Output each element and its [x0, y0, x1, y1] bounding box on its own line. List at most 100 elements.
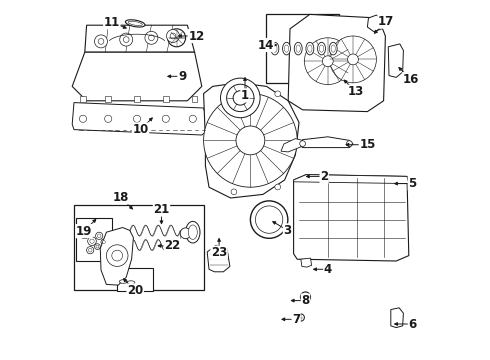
Bar — [266, 14, 339, 83]
Bar — [105, 96, 111, 102]
Circle shape — [231, 189, 237, 195]
Circle shape — [90, 239, 94, 243]
Circle shape — [170, 33, 176, 39]
Bar — [76, 218, 112, 261]
Circle shape — [300, 141, 305, 147]
Circle shape — [145, 31, 158, 44]
Text: 7: 7 — [292, 313, 300, 326]
Text: 8: 8 — [301, 294, 310, 307]
Circle shape — [304, 38, 351, 85]
Polygon shape — [299, 137, 353, 148]
Ellipse shape — [125, 20, 145, 27]
Text: 5: 5 — [408, 177, 416, 190]
Ellipse shape — [128, 21, 142, 26]
Polygon shape — [368, 15, 383, 32]
Circle shape — [101, 239, 107, 245]
Polygon shape — [301, 258, 312, 267]
Circle shape — [96, 245, 99, 248]
Text: 20: 20 — [127, 284, 144, 297]
Ellipse shape — [329, 42, 337, 55]
Circle shape — [88, 237, 97, 246]
Bar — [134, 96, 140, 102]
Bar — [74, 205, 204, 290]
Text: 6: 6 — [408, 318, 416, 330]
Circle shape — [233, 91, 247, 105]
Ellipse shape — [318, 42, 325, 55]
Text: 3: 3 — [283, 224, 292, 237]
Polygon shape — [294, 175, 409, 261]
Circle shape — [95, 35, 107, 48]
Text: 11: 11 — [104, 16, 120, 29]
Circle shape — [88, 248, 92, 252]
Circle shape — [98, 234, 101, 238]
Circle shape — [330, 36, 376, 83]
Circle shape — [96, 232, 103, 239]
Circle shape — [162, 115, 170, 122]
Ellipse shape — [331, 45, 335, 52]
Text: 2: 2 — [320, 170, 328, 183]
Ellipse shape — [273, 45, 277, 52]
Polygon shape — [281, 139, 303, 152]
Polygon shape — [294, 175, 409, 184]
Ellipse shape — [271, 42, 279, 55]
Circle shape — [300, 292, 311, 302]
Circle shape — [167, 30, 179, 42]
Circle shape — [231, 86, 237, 92]
Circle shape — [275, 91, 281, 97]
Ellipse shape — [120, 280, 127, 283]
Circle shape — [227, 84, 254, 112]
Text: 4: 4 — [324, 263, 332, 276]
Text: 15: 15 — [359, 138, 376, 151]
Text: 9: 9 — [178, 70, 186, 83]
Polygon shape — [204, 83, 299, 198]
Circle shape — [250, 201, 288, 238]
Text: 14: 14 — [258, 39, 274, 51]
Circle shape — [104, 115, 112, 122]
Circle shape — [133, 115, 141, 122]
Circle shape — [275, 184, 281, 190]
Ellipse shape — [127, 281, 135, 284]
Text: 13: 13 — [348, 85, 364, 98]
Polygon shape — [72, 52, 202, 101]
Circle shape — [236, 126, 265, 155]
Bar — [163, 96, 169, 102]
Polygon shape — [72, 103, 209, 135]
Circle shape — [98, 39, 104, 44]
Polygon shape — [100, 228, 133, 285]
Ellipse shape — [296, 45, 300, 52]
Text: 10: 10 — [132, 123, 149, 136]
Circle shape — [79, 115, 87, 122]
Circle shape — [346, 141, 352, 147]
Circle shape — [112, 250, 122, 261]
Circle shape — [87, 247, 94, 254]
Text: 17: 17 — [378, 15, 394, 28]
Circle shape — [95, 244, 100, 249]
Text: 19: 19 — [76, 225, 92, 238]
Polygon shape — [207, 246, 230, 272]
Circle shape — [255, 206, 283, 233]
Ellipse shape — [319, 45, 324, 52]
Bar — [80, 96, 86, 102]
Ellipse shape — [306, 42, 314, 55]
Polygon shape — [391, 308, 403, 328]
Polygon shape — [288, 14, 386, 112]
Polygon shape — [85, 25, 195, 52]
Text: 12: 12 — [188, 30, 204, 42]
Circle shape — [303, 295, 308, 299]
Circle shape — [297, 314, 304, 321]
Polygon shape — [388, 44, 403, 77]
Circle shape — [106, 245, 128, 266]
Ellipse shape — [294, 42, 302, 55]
Ellipse shape — [283, 42, 291, 55]
Circle shape — [148, 35, 154, 41]
Circle shape — [204, 94, 297, 187]
Circle shape — [347, 54, 358, 65]
Ellipse shape — [308, 45, 312, 52]
Circle shape — [81, 229, 88, 235]
Text: 21: 21 — [153, 203, 170, 216]
Circle shape — [189, 115, 196, 122]
Circle shape — [322, 56, 333, 67]
Ellipse shape — [284, 45, 289, 52]
Circle shape — [78, 226, 91, 239]
Circle shape — [123, 37, 129, 42]
